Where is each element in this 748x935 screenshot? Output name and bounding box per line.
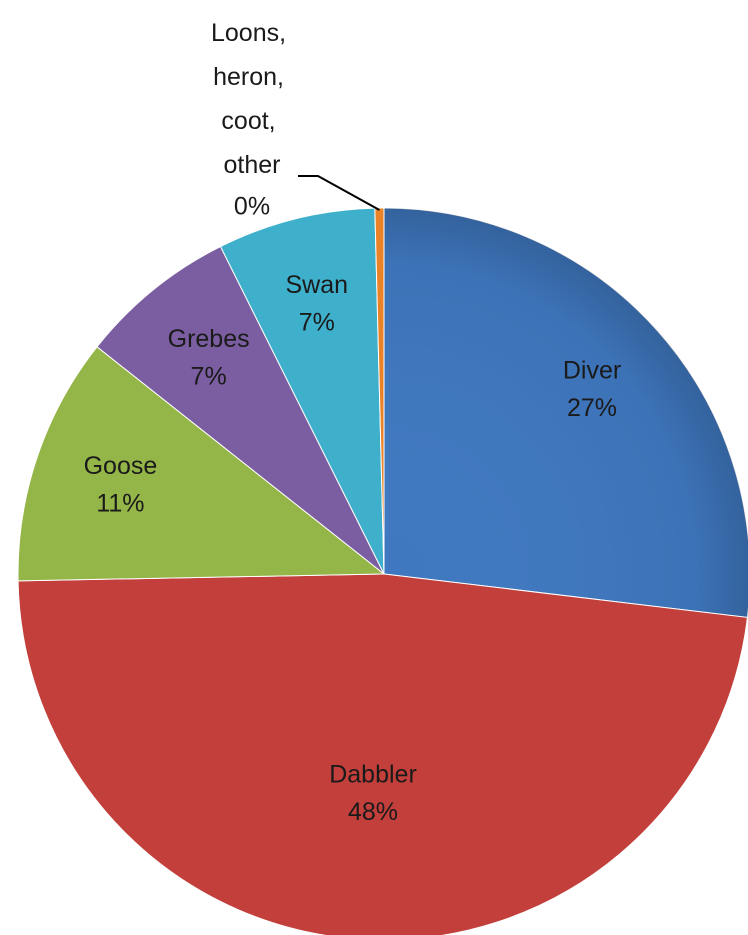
slice-value-label: 27% <box>567 394 617 422</box>
slice-label: Dabbler <box>329 760 417 788</box>
slice-value-label: 7% <box>299 309 335 337</box>
slice-value-label: 11% <box>96 490 144 518</box>
slice-label: Loons, heron, coot, other <box>211 19 293 179</box>
leader-line <box>298 175 380 211</box>
pie-slice <box>383 207 748 618</box>
slice-label: Goose <box>84 452 158 480</box>
slice-label: Swan <box>286 271 349 299</box>
pie-slice <box>96 245 385 575</box>
slice-value-label: 48% <box>348 798 398 826</box>
slice-value-label: 7% <box>191 363 227 391</box>
pie-slice <box>17 573 748 935</box>
pie-slice <box>219 207 385 575</box>
slice-label: Grebes <box>168 325 250 353</box>
pie-slice <box>17 346 386 582</box>
slice-label: Diver <box>563 356 621 384</box>
slice-value-label: 0% <box>234 193 270 221</box>
